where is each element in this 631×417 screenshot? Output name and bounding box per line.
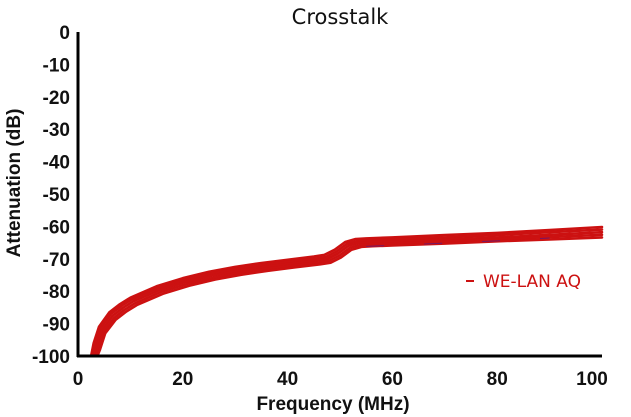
x-tick-label: 80 (487, 369, 508, 390)
y-tick-label: -60 (43, 217, 70, 238)
series-line-1 (89, 225, 604, 358)
y-tick-label: -20 (43, 88, 70, 109)
y-axis-label: Attenuation (dB) (4, 109, 25, 258)
series-line-3 (92, 230, 604, 358)
y-tick-label: -50 (43, 185, 70, 206)
y-tick-label: -70 (43, 250, 70, 271)
y-tick-label: -90 (43, 315, 70, 336)
chart-title: Crosstalk (292, 5, 390, 29)
series-line-4 (94, 233, 604, 358)
y-tick-label: -10 (43, 55, 70, 76)
y-tick-label: -40 (43, 153, 70, 174)
x-tick-label: 60 (382, 369, 403, 390)
axes-layer (76, 32, 602, 358)
x-axis-label: Frequency (MHz) (256, 394, 409, 415)
legend: WE-LAN AQ (466, 272, 581, 292)
y-tick-label: -30 (43, 120, 70, 141)
y-tick-label: 0 (59, 23, 70, 44)
legend-label: WE-LAN AQ (483, 272, 581, 292)
x-tick-label: 40 (277, 369, 298, 390)
series-accent (366, 237, 550, 247)
series-line-2 (91, 228, 604, 358)
y-tick-label: -80 (43, 282, 70, 303)
series-line-5 (96, 236, 604, 358)
y-tick-label: -100 (32, 347, 70, 368)
series-layer (89, 225, 604, 358)
x-tick-label: 0 (73, 369, 84, 390)
x-tick-label: 100 (576, 369, 608, 390)
x-tick-label: 20 (172, 369, 193, 390)
